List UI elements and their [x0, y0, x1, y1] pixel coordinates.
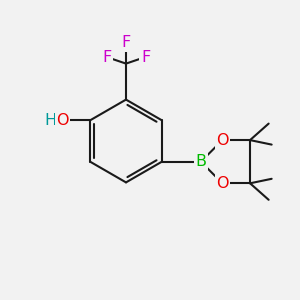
Text: O: O — [216, 133, 229, 148]
Text: B: B — [195, 154, 206, 169]
Text: F: F — [141, 50, 150, 64]
Text: H: H — [44, 113, 57, 128]
Text: O: O — [216, 176, 229, 191]
Text: F: F — [122, 35, 130, 50]
Text: F: F — [102, 50, 111, 64]
Text: O: O — [56, 113, 69, 128]
